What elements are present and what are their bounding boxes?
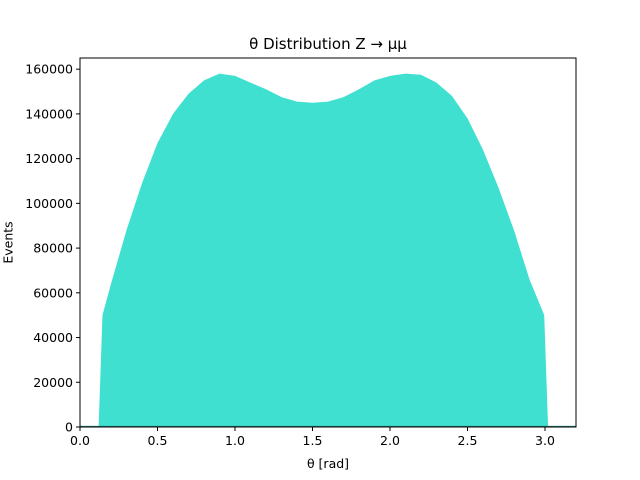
distribution-area-series-0: [98, 73, 549, 428]
x-tick-label: 3.0: [535, 433, 555, 448]
y-tick-label: 60000: [33, 285, 73, 300]
x-tick-label: 1.0: [225, 433, 245, 448]
x-tick-label: 0.0: [70, 433, 90, 448]
chart-title: θ Distribution Z → μμ: [249, 35, 407, 53]
x-axis-label: θ [rad]: [307, 456, 349, 471]
x-tick-label: 1.5: [303, 433, 323, 448]
x-tick-label: 2.0: [380, 433, 400, 448]
y-tick-label: 40000: [33, 330, 73, 345]
y-axis-label: Events: [1, 221, 16, 263]
x-axis-ticks: 0.0 0.5 1.0 1.5 2.0 2.5 3.0: [70, 427, 555, 448]
y-tick-label: 0: [65, 420, 73, 435]
x-tick-label: 0.5: [148, 433, 168, 448]
y-tick-label: 120000: [25, 151, 73, 166]
y-tick-label: 100000: [25, 196, 73, 211]
x-tick-label: 2.5: [458, 433, 478, 448]
y-tick-label: 80000: [33, 241, 73, 256]
axes-frame: [79, 57, 577, 428]
y-tick-label: 160000: [25, 62, 73, 77]
y-tick-label: 20000: [33, 375, 73, 390]
y-axis-ticks: 0 20000 40000 60000 80000 100000 120000 140000 1…: [25, 62, 80, 435]
y-tick-label: 140000: [25, 106, 73, 121]
